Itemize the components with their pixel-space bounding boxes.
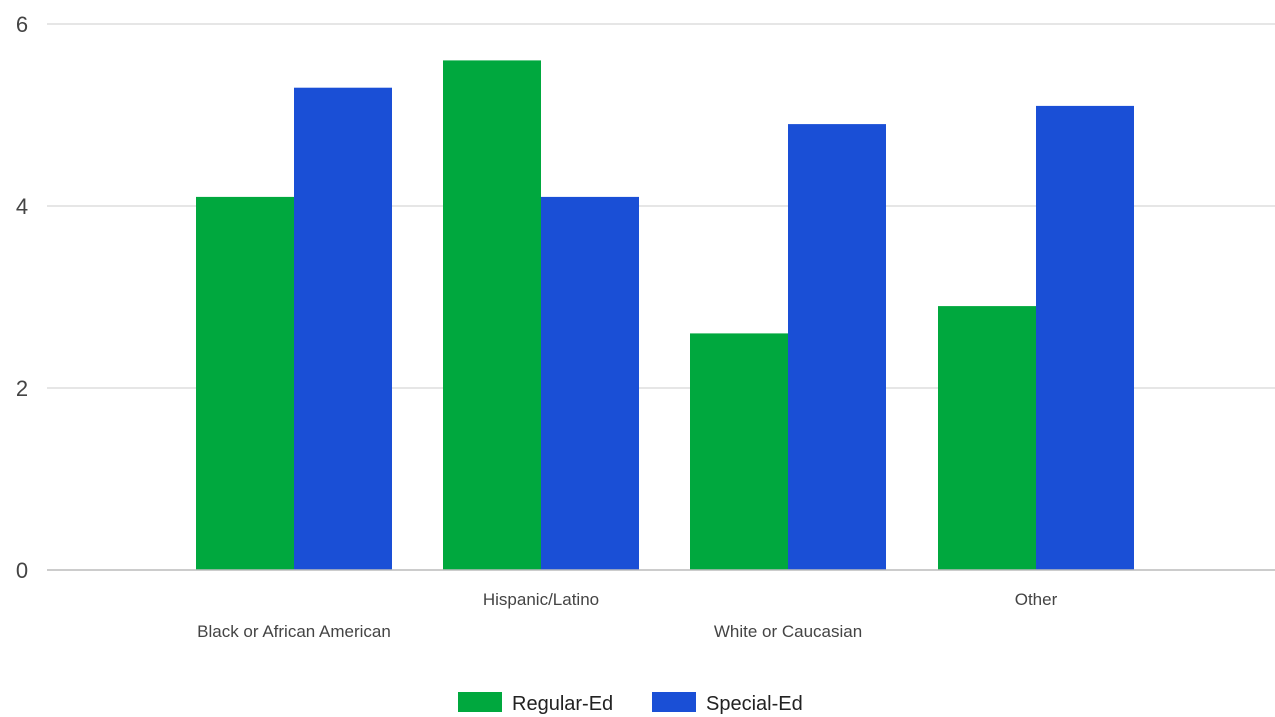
- x-tick-label: White or Caucasian: [714, 622, 862, 641]
- legend-swatch-regular-ed: [458, 692, 502, 712]
- bar-regular-ed-0: [196, 196, 294, 570]
- bar-special-ed-3: [1036, 105, 1134, 571]
- bars: [196, 60, 1134, 571]
- bar-special-ed-0: [294, 87, 392, 570]
- y-axis-ticks: 0 2 4 6: [16, 12, 28, 583]
- legend: Regular-Ed Special-Ed: [458, 692, 803, 715]
- bar-special-ed-2: [788, 124, 886, 570]
- x-tick-label: Other: [1015, 590, 1058, 609]
- legend-swatch-special-ed: [652, 692, 696, 712]
- bar-special-ed-1: [541, 196, 639, 570]
- y-tick-label: 6: [16, 12, 28, 37]
- x-axis-ticks: Black or African American Hispanic/Latin…: [197, 590, 1057, 641]
- bar-regular-ed-1: [443, 60, 541, 571]
- bar-regular-ed-2: [690, 333, 788, 570]
- legend-label: Regular-Ed: [512, 693, 613, 715]
- legend-label: Special-Ed: [706, 693, 803, 715]
- bar-regular-ed-3: [938, 306, 1036, 570]
- y-tick-label: 4: [16, 194, 28, 219]
- x-tick-label: Hispanic/Latino: [483, 590, 599, 609]
- y-tick-label: 2: [16, 376, 28, 401]
- y-tick-label: 0: [16, 558, 28, 583]
- x-tick-label: Black or African American: [197, 622, 391, 641]
